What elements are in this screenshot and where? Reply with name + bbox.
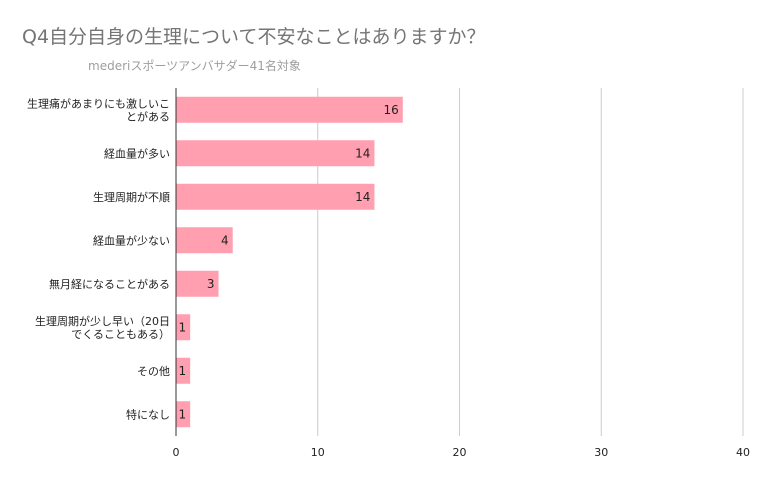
- chart-subtitle: mederiスポーツアンバサダー41名対象: [88, 59, 301, 73]
- data-label-2: 14: [355, 190, 370, 204]
- bar-0: [176, 96, 403, 123]
- category-label-6: その他: [137, 365, 170, 378]
- bar-7: [176, 401, 191, 428]
- category-label-1: 経血量が多い: [104, 146, 170, 160]
- bar-1: [176, 140, 375, 167]
- bar-5: [176, 314, 191, 341]
- category-label-3: 経血量が少ない: [93, 233, 170, 247]
- bar-2: [176, 183, 375, 210]
- x-tick-label-10: 10: [311, 446, 325, 459]
- x-tick-label-30: 30: [594, 446, 608, 459]
- data-label-6: 1: [179, 364, 187, 378]
- category-label-0-1: とがある: [126, 109, 170, 123]
- data-label-5: 1: [179, 320, 187, 334]
- bar-3: [176, 227, 233, 254]
- bar-6: [176, 357, 191, 384]
- category-label-2: 生理周期が不順: [93, 190, 170, 204]
- x-tick-label-20: 20: [453, 446, 467, 459]
- chart-title: Q4自分自身の生理について不安なことはありますか？: [22, 26, 486, 48]
- category-label-4: 無月経になることがある: [49, 277, 170, 291]
- category-label-7: 特になし: [126, 407, 170, 421]
- data-label-1: 14: [355, 146, 370, 160]
- data-label-4: 3: [207, 277, 215, 291]
- data-label-0: 16: [384, 103, 399, 117]
- category-label-5-0: 生理周期が少し早い（20日: [35, 314, 170, 328]
- category-label-5-1: でくることもある）: [71, 328, 170, 341]
- category-label-0-0: 生理痛があまりにも激しいこ: [27, 96, 170, 110]
- data-label-7: 1: [179, 407, 187, 421]
- x-tick-label-0: 0: [173, 446, 180, 459]
- data-label-3: 4: [221, 233, 229, 247]
- bar-4: [176, 270, 219, 297]
- x-tick-label-40: 40: [736, 446, 750, 459]
